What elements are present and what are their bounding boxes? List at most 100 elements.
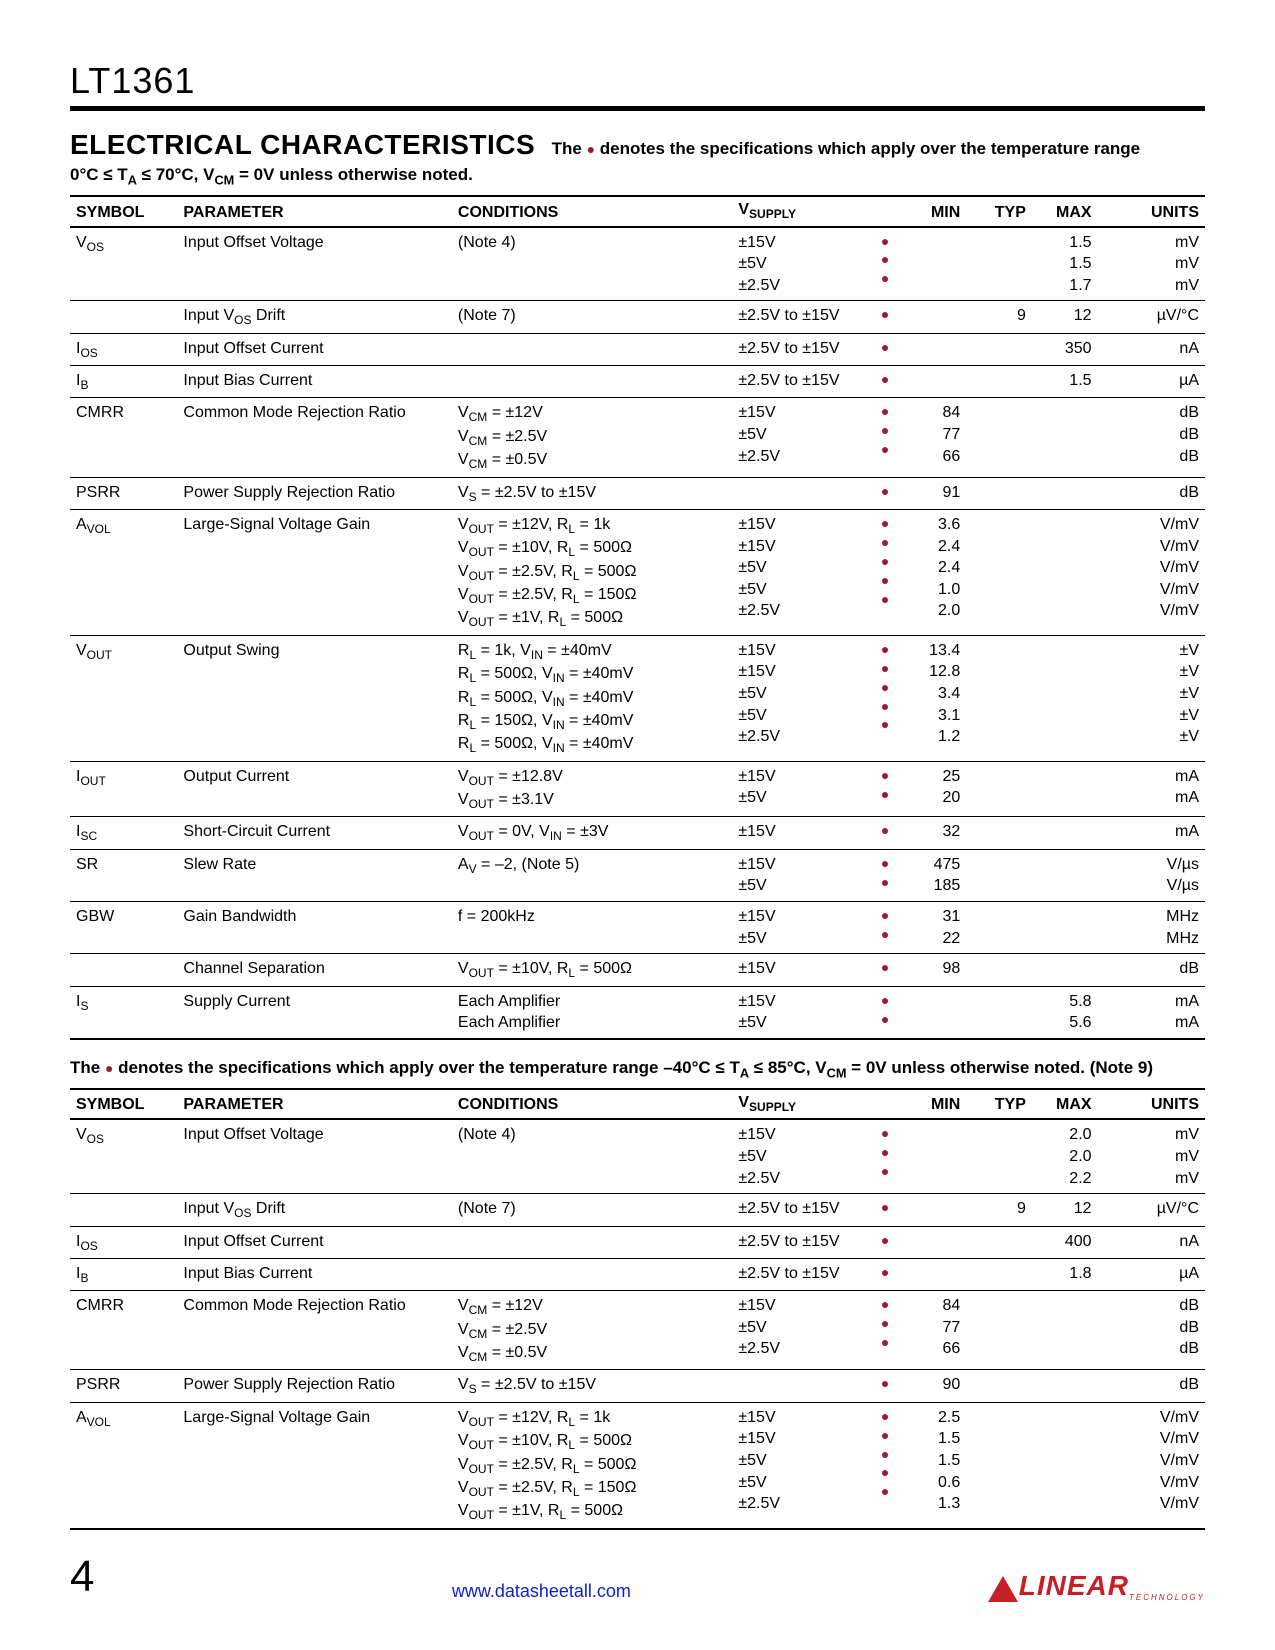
cell-min xyxy=(901,1258,967,1290)
cell-min: 2520 xyxy=(901,761,967,817)
cell-conditions: AV = –2, (Note 5) xyxy=(452,849,732,901)
cell-symbol: AVOL xyxy=(70,509,177,635)
cell-parameter: Input Offset Current xyxy=(177,333,452,365)
cell-max xyxy=(1032,1402,1098,1527)
cell-conditions: VOUT = ±10V, RL = 500Ω xyxy=(452,954,732,986)
cell-parameter: Output Swing xyxy=(177,635,452,761)
cell-units: mAmA xyxy=(1098,761,1205,817)
cell-max xyxy=(1032,954,1098,986)
cell-units: V/mVV/mVV/mVV/mVV/mV xyxy=(1098,509,1205,635)
note-suffix: denotes the specifications which apply o… xyxy=(595,139,1140,158)
cell-parameter: Input Offset Voltage xyxy=(177,1119,452,1193)
cell-vsupply: ±2.5V to ±15V xyxy=(732,1226,869,1258)
cell-conditions: RL = 1k, VIN = ±40mVRL = 500Ω, VIN = ±40… xyxy=(452,635,732,761)
cell-vsupply: ±15V±15V±5V±5V±2.5V xyxy=(732,635,869,761)
cell-vsupply: ±15V±5V xyxy=(732,986,869,1038)
cell-parameter: Large-Signal Voltage Gain xyxy=(177,1402,452,1527)
logo-text: LINEARTECHNOLOGY xyxy=(1019,1570,1205,1602)
cell-symbol xyxy=(70,1194,177,1226)
table-row: PSRRPower Supply Rejection RatioVS = ±2.… xyxy=(70,477,1205,509)
cell-dot: ● xyxy=(870,301,901,333)
cell-min: 3.62.42.41.02.0 xyxy=(901,509,967,635)
cell-units: nA xyxy=(1098,333,1205,365)
footer-url[interactable]: www.datasheetall.com xyxy=(94,1581,988,1602)
cell-dot: ●●●●● xyxy=(870,509,901,635)
cell-max: 12 xyxy=(1032,301,1098,333)
cell-max xyxy=(1032,1291,1098,1370)
cell-vsupply: ±2.5V to ±15V xyxy=(732,1194,869,1226)
th-min: MIN xyxy=(901,1089,967,1119)
cell-symbol: VOS xyxy=(70,1119,177,1193)
cell-typ xyxy=(966,1291,1032,1370)
cell-dot: ● xyxy=(870,333,901,365)
bullet-icon: ● xyxy=(587,141,595,157)
cell-vsupply: ±15V±5V xyxy=(732,849,869,901)
cell-symbol: IS xyxy=(70,986,177,1038)
cell-dot: ●●● xyxy=(870,1291,901,1370)
cell-typ xyxy=(966,227,1032,301)
cell-max xyxy=(1032,509,1098,635)
cell-vsupply: ±15V±5V±2.5V xyxy=(732,1291,869,1370)
cell-min: 475185 xyxy=(901,849,967,901)
cell-parameter: Input Offset Voltage xyxy=(177,227,452,301)
th-dot xyxy=(870,1089,901,1119)
cell-max: 5.85.6 xyxy=(1032,986,1098,1038)
cell-parameter: Channel Separation xyxy=(177,954,452,986)
spec-table-1: SYMBOL PARAMETER CONDITIONS VSUPPLY MIN … xyxy=(70,195,1205,1037)
spec-table-2: SYMBOL PARAMETER CONDITIONS VSUPPLY MIN … xyxy=(70,1088,1205,1527)
cell-dot: ● xyxy=(870,817,901,849)
th-parameter: PARAMETER xyxy=(177,196,452,226)
th-vsupply: VSUPPLY xyxy=(732,1089,869,1119)
cell-symbol: CMRR xyxy=(70,398,177,477)
cell-symbol: AVOL xyxy=(70,1402,177,1527)
th-max: MAX xyxy=(1032,1089,1098,1119)
cell-conditions xyxy=(452,1258,732,1290)
cell-parameter: Short-Circuit Current xyxy=(177,817,452,849)
table-row: Channel SeparationVOUT = ±10V, RL = 500Ω… xyxy=(70,954,1205,986)
cell-vsupply: ±15V±15V±5V±5V±2.5V xyxy=(732,509,869,635)
cell-typ xyxy=(966,849,1032,901)
table-header: SYMBOL PARAMETER CONDITIONS VSUPPLY MIN … xyxy=(70,1089,1205,1119)
table-row: IBInput Bias Current±2.5V to ±15V● 1.8µA xyxy=(70,1258,1205,1290)
cell-parameter: Input Bias Current xyxy=(177,366,452,398)
cell-max: 1.8 xyxy=(1032,1258,1098,1290)
cell-dot: ●● xyxy=(870,849,901,901)
cell-vsupply xyxy=(732,1370,869,1402)
cell-typ: 9 xyxy=(966,1194,1032,1226)
cell-max xyxy=(1032,398,1098,477)
th-symbol: SYMBOL xyxy=(70,1089,177,1119)
cell-min: 98 xyxy=(901,954,967,986)
table-row: AVOLLarge-Signal Voltage GainVOUT = ±12V… xyxy=(70,1402,1205,1527)
table-row: CMRRCommon Mode Rejection RatioVCM = ±12… xyxy=(70,1291,1205,1370)
cell-typ xyxy=(966,333,1032,365)
cell-conditions: (Note 4) xyxy=(452,227,732,301)
section-title-line: ELECTRICAL CHARACTERISTICS The ● denotes… xyxy=(70,129,1205,161)
cell-max xyxy=(1032,902,1098,954)
table-row: IOUTOutput CurrentVOUT = ±12.8VVOUT = ±3… xyxy=(70,761,1205,817)
cell-typ xyxy=(966,398,1032,477)
cell-conditions: (Note 7) xyxy=(452,1194,732,1226)
cell-units: mVmVmV xyxy=(1098,227,1205,301)
cell-typ xyxy=(966,366,1032,398)
cell-dot: ●●●●● xyxy=(870,1402,901,1527)
th-conditions: CONDITIONS xyxy=(452,196,732,226)
th-symbol: SYMBOL xyxy=(70,196,177,226)
cell-units: mVmVmV xyxy=(1098,1119,1205,1193)
table-2-bottom-rule xyxy=(70,1528,1205,1530)
cell-min xyxy=(901,366,967,398)
cell-symbol: IOS xyxy=(70,333,177,365)
cell-max: 350 xyxy=(1032,333,1098,365)
table-row: CMRRCommon Mode Rejection RatioVCM = ±12… xyxy=(70,398,1205,477)
cell-symbol: IB xyxy=(70,1258,177,1290)
cell-units: nA xyxy=(1098,1226,1205,1258)
table-row: VOUTOutput SwingRL = 1k, VIN = ±40mVRL =… xyxy=(70,635,1205,761)
cell-min xyxy=(901,333,967,365)
cell-max xyxy=(1032,477,1098,509)
cell-min: 91 xyxy=(901,477,967,509)
cell-vsupply: ±15V±5V±2.5V xyxy=(732,227,869,301)
cell-conditions: VS = ±2.5V to ±15V xyxy=(452,1370,732,1402)
cell-conditions: VOUT = ±12.8VVOUT = ±3.1V xyxy=(452,761,732,817)
table-row: VOSInput Offset Voltage(Note 4)±15V±5V±2… xyxy=(70,1119,1205,1193)
cell-min: 3122 xyxy=(901,902,967,954)
cell-vsupply: ±15V±5V xyxy=(732,761,869,817)
